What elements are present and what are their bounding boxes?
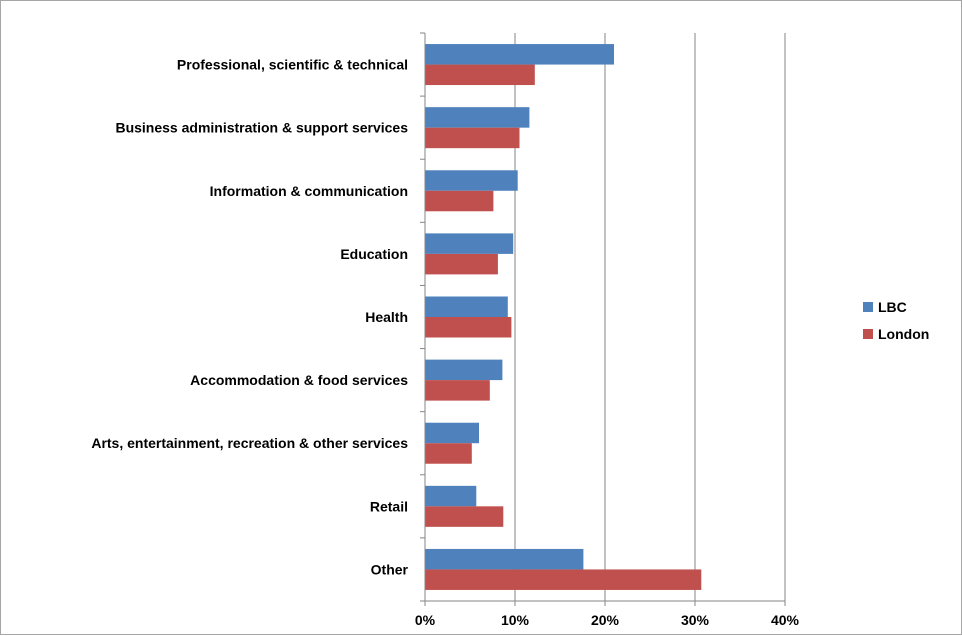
category-label: Retail xyxy=(370,498,408,514)
x-tick-label: 0% xyxy=(415,612,436,628)
category-label: Arts, entertainment, recreation & other … xyxy=(91,435,408,451)
legend: LBC London xyxy=(863,299,929,342)
bar-london-8 xyxy=(425,569,702,590)
bar-lbc-5 xyxy=(425,359,503,381)
bar-london-3 xyxy=(425,253,498,275)
bar-london-0 xyxy=(425,64,535,86)
bar-lbc-4 xyxy=(425,296,508,317)
bar-lbc-0 xyxy=(425,44,614,65)
x-tick-label: 10% xyxy=(501,612,530,628)
category-label: Professional, scientific & technical xyxy=(177,57,408,73)
category-label: Business administration & support servic… xyxy=(115,120,408,136)
legend-label-london: London xyxy=(878,326,929,342)
x-tick-labels: 0% 10% 20% 30% 40% xyxy=(415,612,800,628)
bar-lbc-6 xyxy=(425,422,479,444)
bar-lbc-3 xyxy=(425,233,514,254)
bar-lbc-7 xyxy=(425,485,477,507)
bar-lbc-2 xyxy=(425,170,518,191)
bar-lbc-8 xyxy=(425,548,584,570)
x-tick-label: 30% xyxy=(681,612,710,628)
bars xyxy=(425,44,702,590)
axes xyxy=(420,32,786,606)
bar-london-4 xyxy=(425,317,512,338)
category-label: Other xyxy=(371,561,409,577)
category-label: Health xyxy=(365,309,408,325)
x-tick-label: 20% xyxy=(591,612,620,628)
legend-swatch-london xyxy=(863,329,873,339)
legend-swatch-lbc xyxy=(863,302,873,312)
bar-london-7 xyxy=(425,506,504,527)
category-label: Information & communication xyxy=(210,183,408,199)
category-label: Accommodation & food services xyxy=(190,372,408,388)
legend-label-lbc: LBC xyxy=(878,299,907,315)
bar-london-2 xyxy=(425,190,494,212)
bar-lbc-1 xyxy=(425,107,530,128)
bar-london-5 xyxy=(425,380,490,401)
category-labels: Professional, scientific & technical Busi… xyxy=(91,57,408,578)
x-tick-label: 40% xyxy=(771,612,800,628)
bar-london-1 xyxy=(425,127,520,149)
bar-london-6 xyxy=(425,443,472,464)
gridlines xyxy=(514,33,786,601)
category-label: Education xyxy=(340,246,408,262)
